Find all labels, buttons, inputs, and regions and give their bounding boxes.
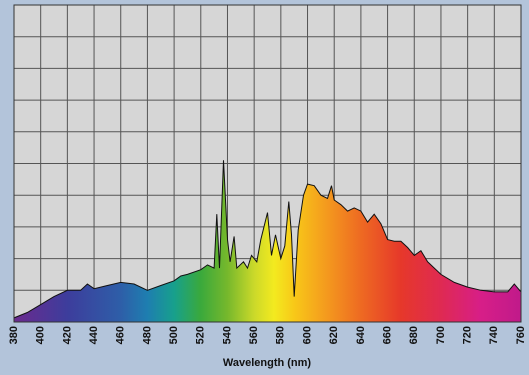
x-tick-label: 560 <box>248 326 260 344</box>
x-tick-label: 380 <box>8 326 20 344</box>
x-tick-label: 460 <box>115 326 127 344</box>
x-tick-label: 600 <box>301 326 313 344</box>
spectrum-line <box>13 160 522 319</box>
x-tick-label: 680 <box>408 326 420 344</box>
x-tick-label: 620 <box>328 326 340 344</box>
x-tick-label: 440 <box>88 326 100 344</box>
plot-border <box>13 4 522 323</box>
x-tick-label: 740 <box>488 326 500 344</box>
x-tick-label: 640 <box>355 326 367 344</box>
x-tick-label: 520 <box>195 326 207 344</box>
spectrum-fill <box>14 160 521 322</box>
x-tick-label: 480 <box>141 326 153 344</box>
x-tick-label: 700 <box>435 326 447 344</box>
x-axis-label: Wavelength (nm) <box>223 357 312 369</box>
x-tick-label: 760 <box>515 326 527 344</box>
x-tick-label: 580 <box>275 326 287 344</box>
x-tick-label: 720 <box>462 326 474 344</box>
x-tick-label: 540 <box>221 326 233 344</box>
x-tick-label: 420 <box>61 326 73 344</box>
x-tick-label: 500 <box>168 326 180 344</box>
x-tick-label: 400 <box>35 326 47 344</box>
x-tick-label: 660 <box>381 326 393 344</box>
